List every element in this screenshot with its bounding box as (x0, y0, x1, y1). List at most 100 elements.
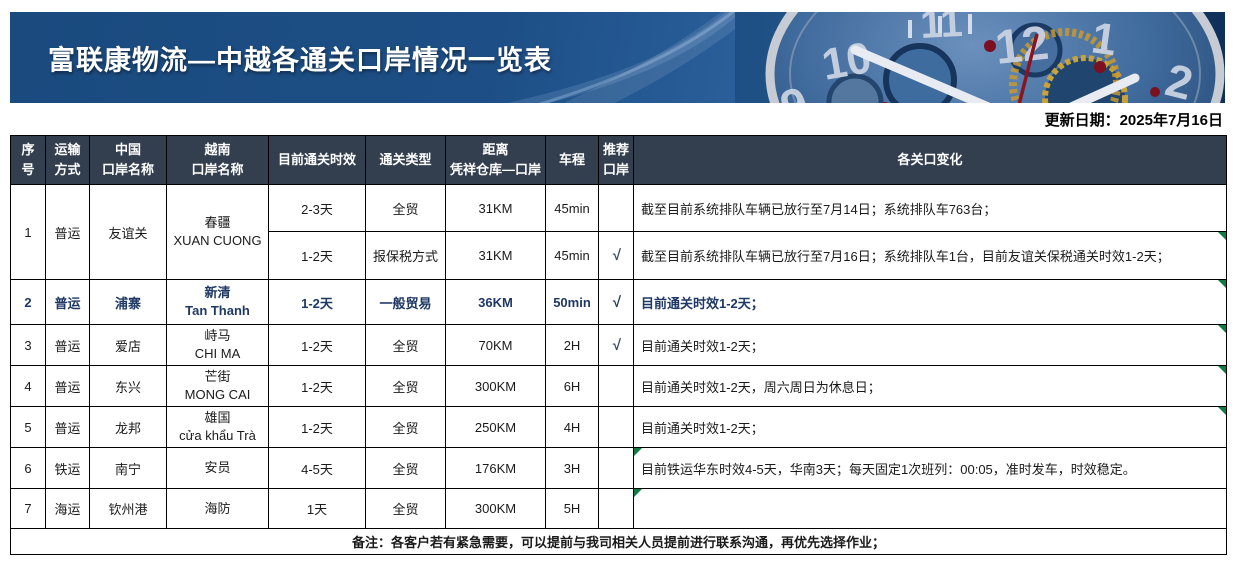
remark-cell: 目前通关时效1-2天； (633, 324, 1227, 366)
clearance-time-cell: 1天 (268, 488, 366, 529)
col-seq: 序号 (10, 135, 46, 185)
col-vietnam-port-line1: 越南 (204, 141, 231, 157)
vietnam-port-line: 安员 (204, 460, 231, 476)
col-transport-line1: 运输 (54, 141, 81, 157)
banner: 富联康物流—中越各通关口岸情况一览表 (10, 12, 1225, 103)
remark-text: 目前通关时效1-2天； (641, 295, 764, 311)
vietnam-port-cell: 安员 (166, 447, 269, 489)
seq-cell: 3 (10, 324, 46, 366)
clearance-type-cell: 全贸 (365, 447, 446, 489)
remark-note: 备注：各客户若有紧急需要，可以提前与我司相关人员提前进行联系沟通，再优先选择作业… (10, 528, 1227, 555)
col-recommended-line2: 口岸 (602, 162, 629, 177)
drive-time-cell: 4H (545, 406, 599, 448)
vietnam-port-line: 峙马 (204, 328, 231, 344)
col-seq-line2: 号 (21, 162, 35, 177)
banner-swoosh-decoration (507, 12, 758, 103)
table-body: 1 普运 友谊关 春疆 XUAN CUONG 2-3天 全贸 31KM 45min 截至目前系统排… (10, 184, 1227, 529)
recommended-cell (598, 365, 634, 407)
remark-text: 目前通关时效1-2天； (641, 420, 764, 436)
clearance-type-cell: 全贸 (365, 365, 446, 407)
clearance-time-cell: 1-2天 (268, 324, 366, 366)
svg-text:11: 11 (919, 12, 964, 47)
svg-text:12: 12 (993, 17, 1052, 75)
vietnam-port-line: Tan Thanh (185, 303, 250, 318)
col-drive-time-line1: 车程 (558, 151, 585, 167)
cell-marker-triangle-icon (1218, 232, 1226, 240)
recommended-cell (598, 488, 634, 529)
col-recommended-line1: 推荐 (602, 141, 629, 157)
col-distance-line2: 凭祥仓库—口岸 (449, 162, 541, 177)
col-drive-time: 车程 (545, 135, 599, 185)
distance-cell: 176KM (445, 447, 546, 489)
col-vietnam-port: 越南 口岸名称 (166, 135, 269, 185)
cell-marker-triangle-icon (1218, 407, 1226, 415)
clearance-time-cell: 1-2天 (268, 365, 366, 407)
distance-cell: 31KM (445, 184, 546, 232)
cell-marker-triangle-icon (1218, 325, 1226, 333)
ports-table: 序号 运输 方式 中国 口岸名称 越南 口岸名称 目前通关时效 通关类型 距离 凭祥仓库… (10, 135, 1227, 555)
clearance-time-cell: 2-3天 (268, 184, 366, 232)
china-port-cell: 南宁 (89, 447, 167, 489)
seq-cell: 2 (10, 279, 46, 325)
seq-cell: 5 (10, 406, 46, 448)
china-port-cell: 浦寨 (89, 279, 167, 325)
vietnam-port-cell: 芒街 MONG CAI (166, 365, 269, 407)
transport-cell: 普运 (45, 279, 90, 325)
cell-marker-triangle-icon (634, 448, 642, 456)
col-recommended: 推荐 口岸 (598, 135, 634, 185)
clearance-time-cell: 1-2天 (268, 406, 366, 448)
transport-cell: 铁运 (45, 447, 90, 489)
transport-cell: 普运 (45, 184, 90, 280)
china-port-cell: 爱店 (89, 324, 167, 366)
remark-cell: 目前通关时效1-2天； (633, 279, 1227, 325)
clearance-type-cell: 报保税方式 (365, 231, 446, 280)
col-clearance-type: 通关类型 (365, 135, 446, 185)
cell-marker-triangle-icon (1218, 280, 1226, 288)
vietnam-port-line: cửa khẩu Trà (179, 428, 256, 443)
remark-cell: 截至目前系统排队车辆已放行至7月14日；系统排队车763台； (633, 184, 1227, 232)
clearance-type-cell: 一般贸易 (365, 279, 446, 325)
seq-cell: 7 (10, 488, 46, 529)
vietnam-port-cell: 峙马 CHI MA (166, 324, 269, 366)
col-clearance-time-line1: 目前通关时效 (277, 151, 356, 167)
recommended-cell (598, 184, 634, 232)
cell-marker-triangle-icon (634, 489, 642, 497)
remark-text: 目前通关时效1-2天，周六周日为休息日； (641, 379, 881, 395)
svg-text:10: 10 (818, 33, 875, 90)
remark-cell: 截至目前系统排队车辆已放行至7月16日；系统排队车1台，目前友谊关保税通关时效1… (633, 231, 1227, 280)
col-transport-line2: 方式 (54, 162, 81, 177)
remark-cell: 目前通关时效1-2天，周六周日为休息日； (633, 365, 1227, 407)
china-port-cell: 友谊关 (89, 184, 167, 280)
cell-marker-triangle-icon (1218, 366, 1226, 374)
distance-cell: 300KM (445, 365, 546, 407)
china-port-cell: 钦州港 (89, 488, 167, 529)
vietnam-port-line: 海防 (204, 500, 231, 516)
distance-cell: 300KM (445, 488, 546, 529)
vietnam-port-line: 雄国 (204, 410, 231, 426)
vietnam-port-cell: 春疆 XUAN CUONG (166, 184, 269, 280)
china-port-cell: 东兴 (89, 365, 167, 407)
recommended-cell: √ (598, 231, 634, 280)
distance-cell: 36KM (445, 279, 546, 325)
clearance-type-cell: 全贸 (365, 488, 446, 529)
col-clearance-time: 目前通关时效 (268, 135, 366, 185)
vietnam-port-line: 芒街 (204, 369, 231, 385)
clearance-time-cell: 1-2天 (268, 279, 366, 325)
recommended-cell (598, 406, 634, 448)
header-row: 序号 运输 方式 中国 口岸名称 越南 口岸名称 目前通关时效 通关类型 距离 凭祥仓库… (10, 135, 1227, 185)
table-row: 1 普运 友谊关 春疆 XUAN CUONG 2-3天 全贸 31KM 45min 截至目前系统排… (10, 184, 1227, 280)
vietnam-port-line: 春疆 (204, 215, 231, 231)
drive-time-cell: 45min (545, 231, 599, 280)
distance-cell: 250KM (445, 406, 546, 448)
vietnam-port-line: XUAN CUONG (173, 233, 262, 248)
remark-cell (633, 488, 1227, 529)
table-row: 3 普运 爱店 峙马 CHI MA 1-2天 全贸 70KM 2H √ 目前通关时效1-2天； (10, 324, 1227, 366)
remark-text: 截至目前系统排队车辆已放行至7月14日；系统排队车763台； (641, 201, 997, 217)
drive-time-cell: 5H (545, 488, 599, 529)
col-vietnam-port-line2: 口岸名称 (191, 162, 244, 177)
footer-note-row: 备注：各客户若有紧急需要，可以提前与我司相关人员提前进行联系沟通，再优先选择作业… (10, 528, 1227, 555)
table-row: 6 铁运 南宁 安员 4-5天 全贸 176KM 3H 目前铁运华东时效4-5天，华南3天；每天… (10, 447, 1227, 489)
col-distance: 距离 凭祥仓库—口岸 (445, 135, 546, 185)
clearance-time-cell: 4-5天 (268, 447, 366, 489)
vietnam-port-line: CHI MA (194, 346, 241, 361)
